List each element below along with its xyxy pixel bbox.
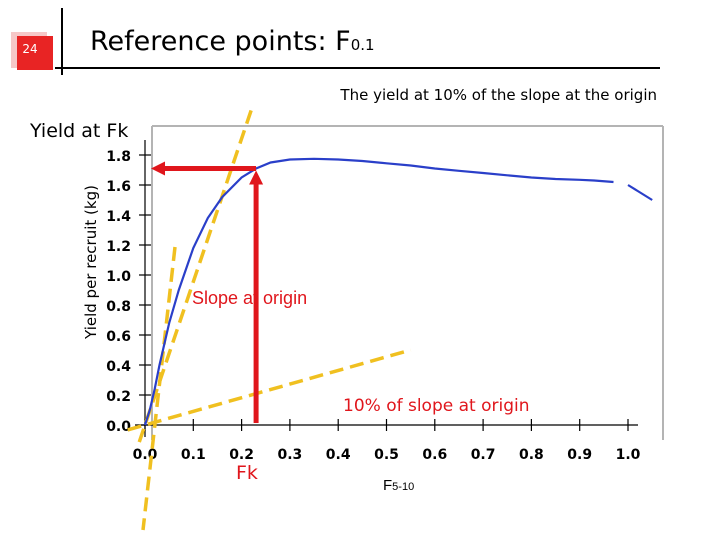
- y-tick-label: 0.2: [106, 389, 131, 405]
- axes: 0.0 0.2 0.4 0.6 0.8 1.0 1.2 1.4 1.6 1.8 0.0 0.1 0.2 0…: [106, 140, 641, 463]
- x-tick-label: 0.6: [422, 447, 447, 463]
- fk-vertical-arrowhead: [249, 170, 264, 185]
- series-group: [143, 157, 653, 426]
- x-tick-label: 0.2: [229, 447, 254, 463]
- reference-line-steep-lower: [141, 246, 177, 531]
- reference-line-slope-at-origin: [137, 109, 253, 443]
- y-tick-label: 1.0: [106, 269, 131, 285]
- y-tick-label: 0.6: [106, 329, 131, 345]
- y-tick-label: 1.4: [106, 209, 131, 225]
- y-axis-label: Yield per recruit (kg): [82, 185, 100, 340]
- annotation-f510-main: F: [383, 477, 392, 494]
- slide-title: Reference points: F0.1: [90, 26, 375, 57]
- series-line-2: [627, 184, 653, 201]
- y-tick-label: 1.6: [106, 179, 131, 195]
- x-tick-label: 1.0: [616, 447, 641, 463]
- series-line-1: [143, 157, 614, 426]
- y-tick-label: 0.4: [106, 359, 131, 375]
- annotation-ten-percent-slope: 10% of slope at origin: [343, 396, 530, 416]
- x-tick-label: 0.3: [277, 447, 302, 463]
- x-tick-label: 0.8: [519, 447, 544, 463]
- x-tick-label: 0.5: [374, 447, 399, 463]
- x-tick-label: 0.4: [326, 447, 351, 463]
- slide-number-box: [11, 32, 53, 70]
- y-tick-label: 0.0: [106, 419, 131, 435]
- y-tick-label: 1.2: [106, 239, 131, 255]
- y-tick-label: 1.8: [106, 149, 131, 165]
- reference-line-ten-percent-slope: [127, 348, 412, 432]
- slide-subtitle: The yield at 10% of the slope at the ori…: [340, 86, 657, 104]
- annotation-fk: Fk: [236, 462, 258, 484]
- annotation-f510-sub: 5-10: [392, 481, 414, 493]
- slide-number: 24: [22, 42, 38, 56]
- slide-title-main: Reference points: F: [90, 26, 351, 57]
- x-tick-label: 0.1: [181, 447, 206, 463]
- y-tick-label: 0.8: [106, 299, 131, 315]
- annotation-slope-at-origin: Slope at origin: [192, 288, 307, 308]
- annotation-f510: F5-10: [383, 477, 414, 494]
- x-tick-label: 0.7: [471, 447, 496, 463]
- fk-horizontal-arrowhead: [151, 161, 165, 176]
- fk-arrows: [151, 161, 264, 423]
- annotation-yield-at-fk: Yield at Fk: [29, 120, 128, 142]
- reference-lines: [127, 109, 412, 531]
- x-tick-label: 0.9: [567, 447, 592, 463]
- x-tick-label: 0.0: [133, 447, 158, 463]
- slide-title-subscript: 0.1: [350, 36, 375, 54]
